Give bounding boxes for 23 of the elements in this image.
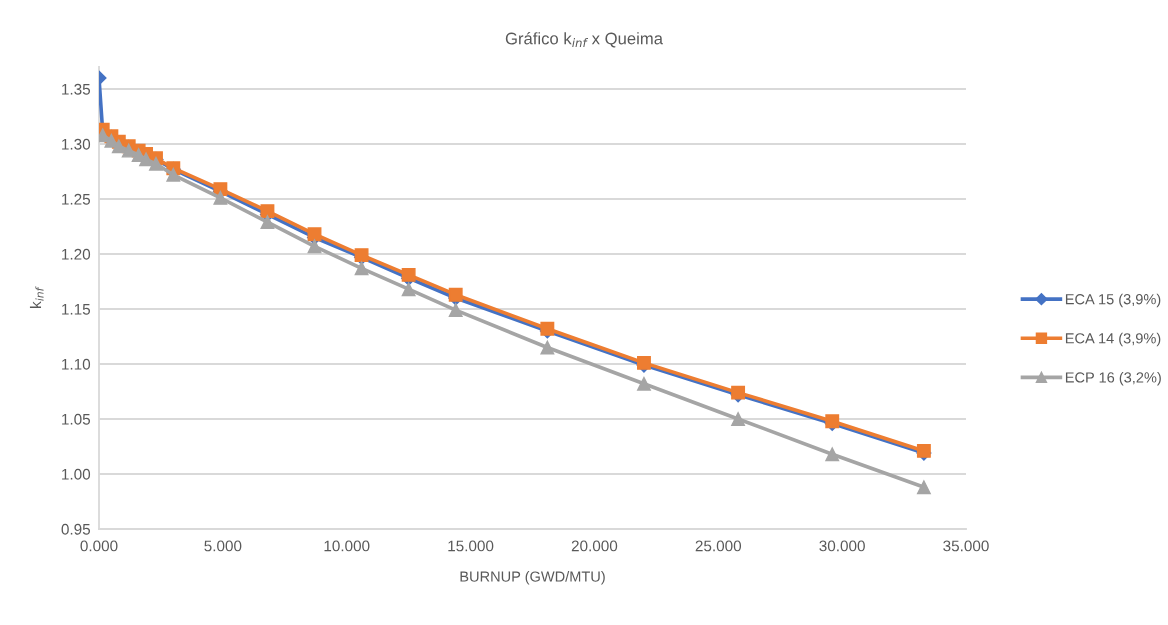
y-tick-label: 1.05: [62, 413, 91, 425]
x-tick-label: 30.000: [819, 540, 865, 552]
y-tick-label: 1.30: [62, 138, 91, 150]
y-tick-label: 1.35: [62, 83, 91, 95]
x-tick-label: 15.000: [448, 540, 494, 552]
x-tick-label: 20.000: [571, 540, 618, 552]
legend-label: ECP 16 (3,2%): [1065, 371, 1161, 386]
y-tick-label: 1.10: [62, 358, 91, 370]
x-tick-label: 35.000: [943, 540, 989, 552]
x-axis-title: BURNUP (GWD/MTU): [460, 571, 605, 585]
y-axis-title: k$_{inf}$: [29, 286, 44, 308]
y-tick-label: 1.00: [62, 468, 91, 480]
y-tick-label: 1.20: [62, 248, 91, 260]
x-tick-label: 5.000: [204, 540, 242, 552]
legend-label: ECA 15 (3,9%): [1065, 293, 1161, 308]
x-tick-label: 10.000: [324, 540, 370, 552]
legend-label: ECA 14 (3,9%): [1065, 332, 1161, 347]
y-tick-label: 0.95: [61, 523, 91, 535]
y-tick-label: 1.25: [62, 193, 91, 205]
x-tick-label: 0.000: [80, 540, 118, 552]
x-tick-label: 25.000: [695, 540, 742, 552]
chart-title: Gráfico k$_{inf}$ x Queima: [505, 31, 663, 48]
y-tick-label: 1.15: [62, 304, 91, 315]
